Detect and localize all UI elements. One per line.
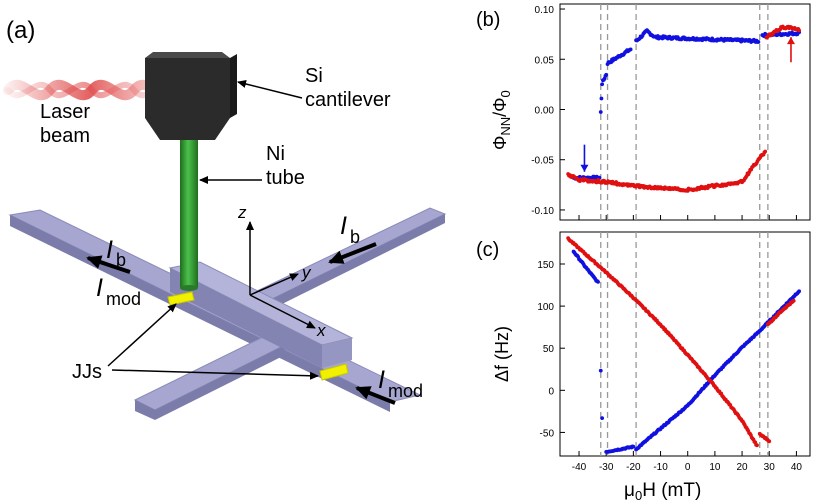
chart-b-arrows (580, 37, 795, 172)
current-mod-right-arrow (355, 386, 396, 405)
cantilever-label-2: cantilever (305, 89, 391, 111)
chart-b-ytick-label: -0.10 (531, 206, 554, 217)
chart-b-point (628, 47, 633, 52)
chart-b-ytick-label: 0.00 (535, 105, 555, 116)
chart-c-xtick-label: 0 (685, 462, 691, 473)
chart-c-ytick-label: -50 (540, 428, 555, 439)
chart-c-ytick-label: 50 (543, 344, 555, 355)
current-b-right-arrow (328, 242, 377, 264)
coordinate-axes: z y x (237, 203, 326, 340)
chart-c-point (767, 439, 772, 444)
chart-c-xtick-label: -10 (653, 462, 668, 473)
chart-c-vlines (600, 232, 769, 456)
axis-x-label: x (316, 321, 326, 340)
current-mod-left-main: I (96, 274, 103, 302)
panel-c-label: (c) (476, 239, 499, 261)
chart-b-ylabel: ΦNN/Φ0 (490, 90, 513, 150)
chart-c-xtick-label: -20 (626, 462, 641, 473)
chart-c-axis: 150 100 50 0 -50 -40 -30 -20 -10 0 10 20 30 40 (537, 260, 802, 473)
tube-label-2: tube (266, 167, 305, 189)
loop-end (322, 338, 352, 368)
bar-left-end (135, 400, 155, 420)
chart-c-point (596, 279, 600, 284)
chart-b-point (566, 172, 571, 176)
chart-c-xtick-label: 30 (764, 462, 776, 473)
panel-b-label: (b) (476, 9, 500, 31)
chart-b-point (604, 72, 609, 77)
jjs-pointer-left (107, 303, 177, 367)
chart-c-point (600, 416, 605, 421)
current-b-right-main: I (340, 212, 347, 240)
current-b-left-sub: b (116, 250, 126, 270)
bar-left-side (155, 345, 285, 420)
chart-b-axis: 0.10 0.05 0.00 -0.05 -0.10 (531, 5, 797, 220)
chart-c-ytick-label: 100 (537, 302, 554, 313)
current-mod-right-main: I (378, 366, 385, 394)
bar-right-side (270, 214, 445, 310)
cantilever-pointer (237, 80, 303, 99)
chart-b-ytick-label: -0.05 (531, 156, 554, 167)
chart-b-arrowhead (580, 164, 589, 172)
chart-c-xtick-label: 40 (791, 462, 803, 473)
panel-a: (a) (3, 17, 447, 420)
jjs-label: JJs (72, 361, 102, 383)
jjs-pointer-right (111, 369, 319, 380)
chart-b-point (598, 110, 603, 114)
chart-c-point (631, 444, 636, 449)
chart-c-frame (559, 231, 811, 457)
chart-b-point (599, 96, 604, 101)
chart-b-ytick-label: 0.10 (535, 5, 555, 16)
chart-c-xtick-label: -30 (599, 462, 614, 473)
chart-c-ytick-label: 0 (548, 386, 554, 397)
chart-c-xlabel: μ0H (mT) (624, 480, 701, 503)
chart-c-point (797, 289, 802, 294)
chart-b-ytick-label: 0.05 (535, 55, 555, 66)
chart-c-point (791, 298, 796, 303)
cantilever-label-1: Si (305, 65, 323, 87)
laser-label-1: Laser (40, 101, 90, 123)
axis-y-label: y (301, 263, 312, 282)
current-b-right-sub: b (350, 227, 360, 247)
junction-right (319, 363, 349, 381)
chart-c-ylabel: Δf (Hz) (492, 326, 512, 382)
loop-side (170, 268, 322, 368)
chart-c-ytick-label: 150 (537, 260, 554, 271)
chart-c-point (755, 443, 759, 448)
chart-b-data (566, 24, 802, 193)
chart-b-point (764, 35, 769, 40)
chart-b-arrowhead (786, 37, 795, 45)
ni-tube (180, 140, 198, 288)
ni-tube-end (180, 285, 198, 291)
chart-c-data (566, 236, 802, 454)
axis-z-label: z (237, 203, 247, 222)
current-mod-right-sub: mod (388, 381, 423, 401)
panel-a-label: (a) (6, 17, 35, 44)
chart-b-point (756, 40, 761, 44)
chart-b-point (600, 82, 605, 87)
laser-label-2: beam (40, 125, 90, 147)
chart-c: (c) 150 100 50 0 -50 -40 -30 -20 -10 0 10 20 30 40 Δf… (476, 231, 811, 503)
junction-left (167, 291, 195, 306)
chart-c-xtick-label: 20 (737, 462, 749, 473)
current-b-left-arrow (86, 255, 131, 274)
chart-b: (b) 0.10 0.05 0.00 -0.05 -0.10 ΦNN/Φ0 (476, 3, 811, 221)
current-b-left-main: I (106, 236, 113, 264)
si-cantilever (145, 52, 237, 140)
chart-c-xtick-label: -40 (572, 462, 587, 473)
chart-c-xtick-label: 10 (709, 462, 721, 473)
chart-c-point (598, 368, 603, 373)
chart-b-frame (559, 3, 811, 221)
tube-label-1: Ni (266, 143, 285, 165)
current-mod-left-sub: mod (106, 289, 141, 309)
